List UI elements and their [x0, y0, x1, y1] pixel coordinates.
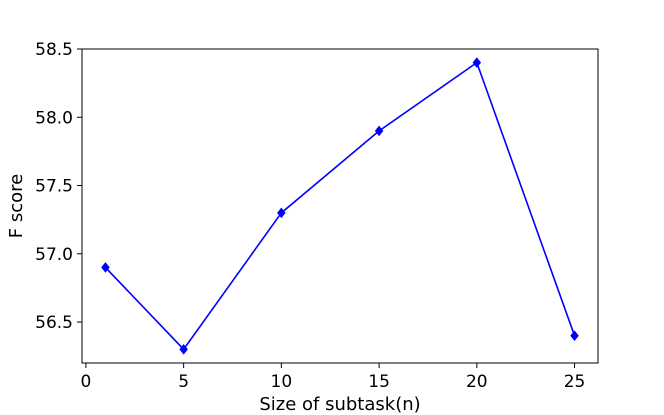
y-axis: 56.5 57.0 57.5 58.0 58.5 — [35, 40, 82, 333]
x-tick-label: 15 — [368, 372, 390, 392]
x-tick-label: 25 — [564, 372, 586, 392]
data-point-marker — [179, 343, 188, 355]
data-point-marker — [472, 57, 482, 69]
x-axis: 0 5 10 15 20 25 — [80, 363, 585, 392]
data-point-marker — [374, 125, 384, 137]
data-point-marker — [101, 262, 110, 273]
y-tick-label: 57.0 — [35, 245, 73, 265]
y-tick-label: 56.5 — [35, 313, 73, 333]
series-layer — [101, 57, 579, 355]
data-point-marker — [277, 207, 286, 219]
y-tick-label: 57.5 — [35, 177, 73, 197]
x-axis-title: Size of subtask(n) — [259, 394, 420, 415]
y-tick-label: 58.5 — [35, 40, 73, 60]
x-tick-label: 0 — [80, 372, 91, 392]
plot-frame — [81, 48, 599, 364]
data-point-marker — [570, 330, 579, 342]
x-tick-label: 20 — [466, 372, 488, 392]
x-tick-label: 10 — [271, 372, 293, 392]
y-axis-title: F score — [6, 174, 27, 238]
plot-area — [81, 48, 599, 364]
series-line — [104, 61, 576, 351]
x-tick-label: 5 — [178, 372, 189, 392]
y-tick-label: 58.0 — [35, 108, 73, 128]
